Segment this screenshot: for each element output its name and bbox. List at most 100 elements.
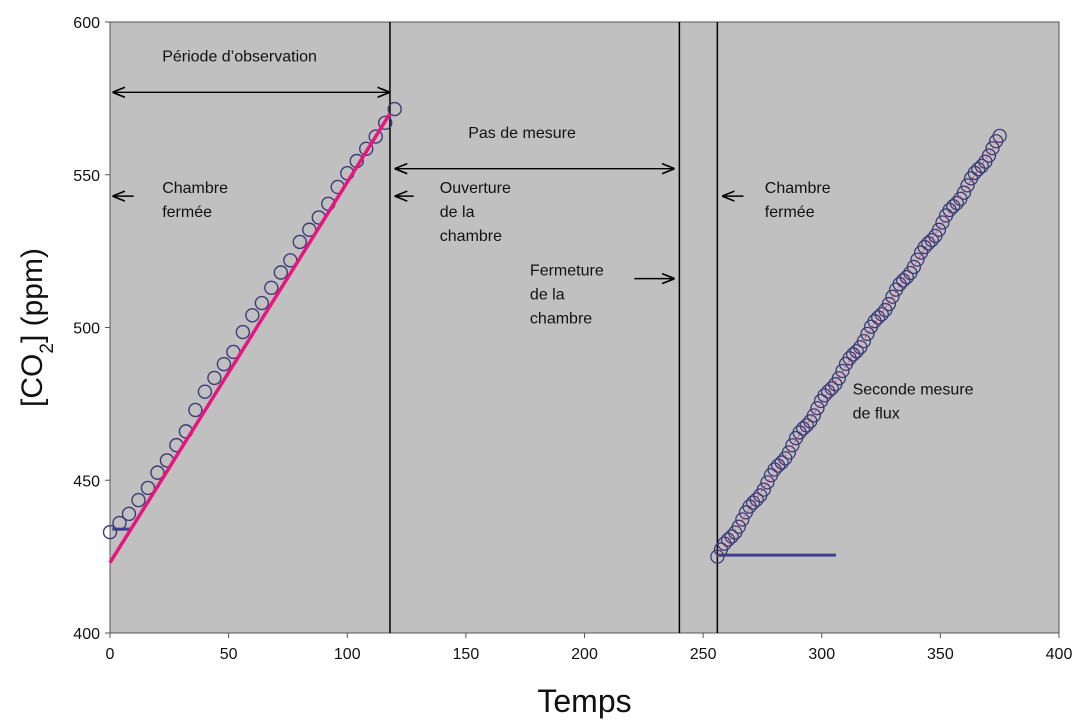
annotation-text: Fermeture de la chambre — [530, 263, 604, 328]
annotation-line: de la — [530, 287, 565, 304]
data-point — [735, 512, 750, 527]
y-axis-title-close: ] (ppm) — [16, 248, 49, 343]
data-point — [931, 222, 947, 237]
y-tick-label: 600 — [73, 15, 100, 32]
data-point — [820, 384, 836, 399]
data-point — [387, 101, 402, 117]
data-point — [921, 236, 936, 251]
data-point — [992, 128, 1007, 144]
data-point — [824, 381, 839, 396]
data-point — [368, 129, 383, 144]
data-point — [971, 162, 986, 177]
data-point — [785, 438, 800, 453]
annotation-text: Période d’observation — [162, 49, 317, 66]
data-point — [896, 273, 911, 288]
data-point — [112, 515, 127, 531]
data-point — [985, 141, 1000, 156]
fit-line-group — [108, 112, 392, 564]
annotation-line: Seconde mesure — [853, 382, 974, 399]
data-point — [731, 519, 746, 534]
x-tick-label: 150 — [453, 646, 480, 663]
data-point — [924, 232, 939, 248]
x-tick-label: 250 — [690, 646, 717, 663]
data-point — [749, 492, 764, 507]
data-point — [906, 259, 922, 275]
annotation-text: Seconde mesure de flux — [853, 382, 974, 423]
data-point — [102, 524, 118, 540]
y-tick-label: 500 — [73, 321, 100, 338]
data-point — [216, 356, 232, 372]
data-point — [264, 280, 279, 295]
data-point — [207, 370, 222, 386]
data-point — [874, 307, 889, 322]
data-point — [831, 371, 847, 386]
data-point — [974, 158, 989, 174]
data-point — [710, 549, 725, 564]
x-tick-label: 50 — [220, 646, 238, 663]
data-point — [795, 421, 811, 436]
x-axis-title: Temps — [537, 683, 631, 719]
annotation-line: Chambre — [162, 180, 228, 197]
data-point — [946, 199, 961, 214]
y-axis-title-open: [CO — [16, 354, 49, 407]
x-tick-label: 350 — [927, 646, 954, 663]
data-point — [140, 480, 156, 496]
annotation-text: Pas de mesure — [468, 125, 576, 142]
annotation-line: de la — [440, 204, 475, 221]
vertical-lines — [389, 22, 719, 633]
data-point — [949, 195, 964, 211]
annotations: Période d’observation Pas de mesure Chambr… — [162, 49, 973, 423]
annotation-line: fermée — [765, 204, 815, 221]
y-tick-label: 550 — [73, 168, 100, 185]
x-tick-label: 300 — [808, 646, 835, 663]
data-point — [245, 308, 260, 323]
data-point — [835, 363, 850, 379]
data-point — [273, 265, 289, 280]
data-point — [860, 326, 875, 342]
y-axis-ticks: 400 450 500 550 600 — [73, 15, 110, 643]
data-point — [131, 492, 146, 508]
data-point — [799, 418, 814, 433]
data-point — [150, 465, 165, 480]
x-tick-label: 0 — [106, 646, 115, 663]
data-point — [774, 455, 789, 470]
x-tick-label: 100 — [334, 646, 361, 663]
y-axis-title-subscript: 2 — [37, 343, 58, 354]
data-point — [960, 178, 975, 193]
data-point — [885, 289, 900, 304]
data-point — [197, 384, 213, 399]
data-point — [910, 252, 925, 267]
annotation-text: Ouverture de la chambre — [440, 180, 511, 245]
fit-line — [108, 112, 392, 564]
annotation-arrows — [112, 92, 744, 278]
y-tick-label: 450 — [73, 473, 100, 490]
data-point — [899, 270, 914, 285]
annotation-line: de flux — [853, 406, 900, 423]
data-point — [720, 532, 736, 547]
y-axis-title: [CO2] (ppm) — [16, 248, 58, 407]
data-point — [856, 334, 872, 349]
data-point — [292, 234, 307, 250]
annotation-line: chambre — [440, 228, 502, 245]
x-axis-ticks: 0 50 100 150 200 250 300 350 400 — [106, 633, 1073, 663]
x-tick-label: 400 — [1046, 646, 1073, 663]
data-point — [745, 495, 761, 510]
data-point — [871, 310, 886, 325]
annotation-text: Chambre fermée — [162, 180, 228, 221]
annotation-line: Période d’observation — [162, 49, 317, 66]
data-point — [254, 295, 270, 311]
data-point — [121, 506, 137, 522]
data-point — [756, 482, 771, 497]
data-point — [781, 445, 796, 460]
data-point — [881, 296, 897, 312]
data-point — [846, 347, 861, 362]
data-point — [378, 115, 393, 131]
data-point — [770, 458, 786, 473]
data-point — [760, 475, 775, 490]
data-point — [849, 344, 864, 359]
y-tick-label: 400 — [73, 626, 100, 643]
data-point — [717, 536, 732, 551]
annotation-line: Ouverture — [440, 180, 511, 197]
second-fit-line — [716, 137, 1001, 557]
